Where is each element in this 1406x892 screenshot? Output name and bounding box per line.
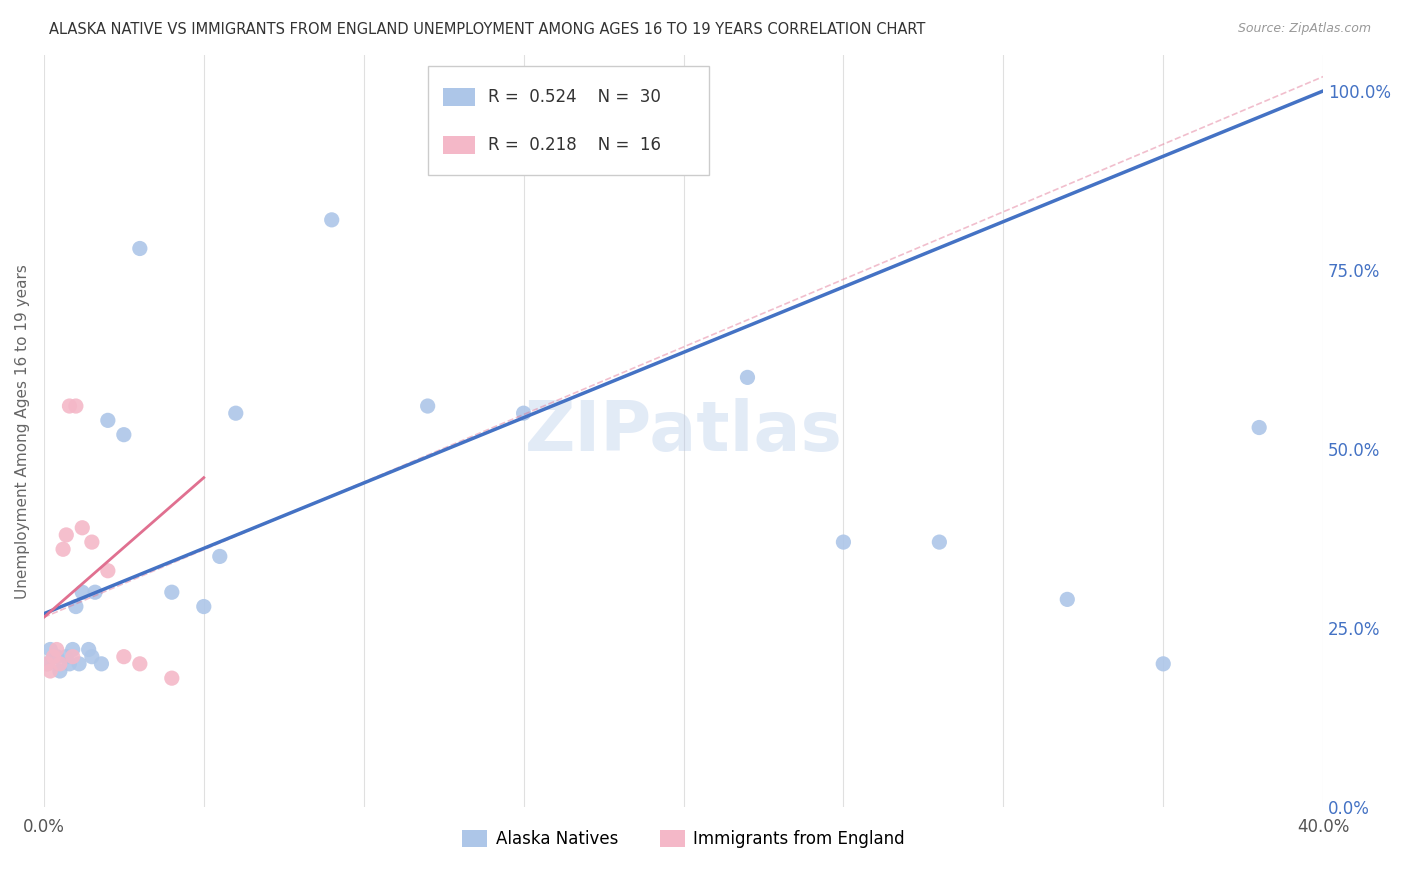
- Point: [225, 406, 247, 420]
- Point: [62, 649, 84, 664]
- Point: [90, 657, 112, 671]
- Point: [737, 370, 759, 384]
- Point: [208, 549, 231, 564]
- Point: [39, 664, 62, 678]
- Point: [1056, 592, 1078, 607]
- Point: [58, 399, 80, 413]
- Point: [72, 521, 94, 535]
- Point: [80, 535, 103, 549]
- Point: [112, 427, 135, 442]
- Text: Source: ZipAtlas.com: Source: ZipAtlas.com: [1237, 22, 1371, 36]
- Point: [112, 649, 135, 664]
- Text: R =  0.218    N =  16: R = 0.218 N = 16: [488, 136, 661, 154]
- Text: R =  0.524    N =  30: R = 0.524 N = 30: [488, 88, 661, 106]
- Point: [35, 657, 58, 671]
- Point: [160, 671, 183, 685]
- Point: [42, 649, 65, 664]
- Point: [72, 585, 94, 599]
- Point: [193, 599, 215, 614]
- Point: [128, 242, 150, 256]
- Point: [97, 413, 120, 427]
- Legend: Alaska Natives, Immigrants from England: Alaska Natives, Immigrants from England: [456, 823, 911, 855]
- Point: [928, 535, 950, 549]
- Point: [55, 528, 77, 542]
- Point: [832, 535, 855, 549]
- Point: [77, 642, 100, 657]
- Point: [1152, 657, 1174, 671]
- FancyBboxPatch shape: [443, 136, 475, 154]
- Point: [58, 657, 80, 671]
- Point: [62, 642, 84, 657]
- Text: ZIPatlas: ZIPatlas: [524, 398, 842, 465]
- Point: [39, 642, 62, 657]
- Point: [65, 599, 87, 614]
- Point: [45, 642, 67, 657]
- Point: [84, 585, 107, 599]
- Point: [97, 564, 120, 578]
- Point: [160, 585, 183, 599]
- Point: [49, 657, 72, 671]
- Point: [55, 649, 77, 664]
- Point: [67, 657, 90, 671]
- Text: ALASKA NATIVE VS IMMIGRANTS FROM ENGLAND UNEMPLOYMENT AMONG AGES 16 TO 19 YEARS : ALASKA NATIVE VS IMMIGRANTS FROM ENGLAND…: [49, 22, 925, 37]
- Point: [45, 649, 67, 664]
- FancyBboxPatch shape: [443, 87, 475, 106]
- Point: [512, 406, 534, 420]
- Point: [128, 657, 150, 671]
- Point: [49, 664, 72, 678]
- FancyBboxPatch shape: [427, 66, 709, 176]
- Point: [65, 399, 87, 413]
- Point: [52, 542, 75, 557]
- Point: [35, 657, 58, 671]
- Point: [416, 399, 439, 413]
- Point: [321, 212, 343, 227]
- Point: [80, 649, 103, 664]
- Point: [1249, 420, 1271, 434]
- Y-axis label: Unemployment Among Ages 16 to 19 years: Unemployment Among Ages 16 to 19 years: [15, 264, 30, 599]
